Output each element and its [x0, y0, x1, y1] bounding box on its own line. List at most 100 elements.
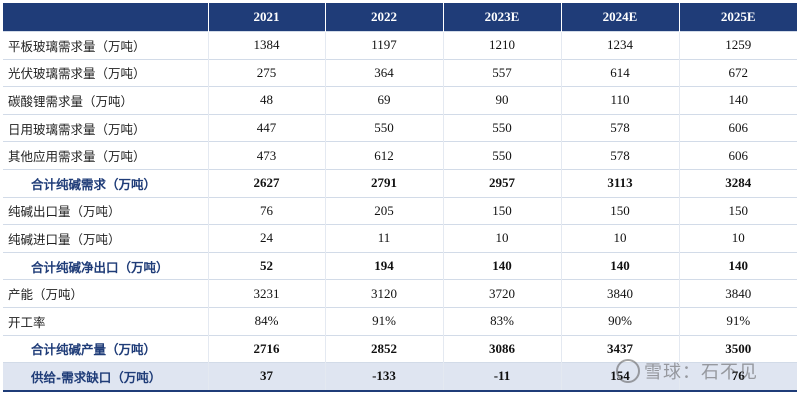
table-row: 合计纯碱净出口（万吨） 52 194 140 140 140	[3, 251, 797, 280]
table-cell: 275	[207, 58, 325, 87]
table-cell: 205	[324, 196, 443, 225]
table-cell: 578	[560, 113, 679, 142]
table-cell: 1234	[560, 31, 679, 60]
table-cell: 10	[678, 224, 797, 253]
watermark-text: 雪球：石不见	[644, 362, 758, 383]
table-cell: 76	[678, 362, 797, 392]
table-cell: 90%	[560, 306, 679, 336]
table-cell: -11	[442, 362, 561, 392]
table-row: 合计纯碱需求（万吨） 2627 2791 2957 3113 3284	[3, 168, 797, 198]
table-cell: 140	[560, 251, 679, 280]
table-row: 平板玻璃需求量（万吨） 1384 1197 1210 1234 1259	[3, 31, 797, 60]
table-row: 纯碱出口量（万吨） 76 205 150 150 150	[3, 196, 797, 225]
row-label: 合计纯碱产量（万吨）	[3, 334, 208, 363]
table-cell: 672	[678, 58, 797, 87]
table-cell: 557	[442, 58, 561, 87]
table-cell: 3437	[560, 334, 679, 363]
table-cell: 1210	[442, 31, 561, 60]
watermark: 雪球：石不见	[616, 358, 758, 385]
header-cell-2021: 2021	[207, 3, 325, 32]
row-label: 产能（万吨）	[3, 279, 208, 308]
table-cell: 194	[324, 251, 443, 280]
header-cell-label	[3, 3, 208, 32]
table-row: 开工率 84% 91% 83% 90% 91%	[3, 306, 797, 336]
table-cell: 447	[207, 113, 325, 142]
table-cell: 1384	[207, 31, 325, 60]
table-cell: 140	[678, 86, 797, 115]
table-cell: 24	[207, 224, 325, 253]
table-cell: 1259	[678, 31, 797, 60]
table-cell: 3120	[324, 279, 443, 308]
table-cell: 1197	[324, 31, 443, 60]
table-cell: 11	[324, 224, 443, 253]
table-row: 日用玻璃需求量（万吨） 447 550 550 578 606	[3, 113, 797, 142]
table-cell: 52	[207, 251, 325, 280]
row-label: 纯碱出口量（万吨）	[3, 196, 208, 225]
table-cell: 10	[560, 224, 679, 253]
table-row: 合计纯碱产量（万吨） 2716 2852 3086 3437 3500	[3, 334, 797, 363]
row-label: 合计纯碱需求（万吨）	[3, 168, 208, 198]
table-cell: 2791	[324, 168, 443, 198]
table-cell: -133	[324, 362, 443, 392]
table-cell: 140	[442, 251, 561, 280]
table-cell: 150	[678, 196, 797, 225]
table-cell: 606	[678, 141, 797, 170]
row-label: 其他应用需求量（万吨）	[3, 141, 208, 170]
table-cell: 3231	[207, 279, 325, 308]
table-cell: 69	[324, 86, 443, 115]
table-cell: 2627	[207, 168, 325, 198]
table-cell: 140	[678, 251, 797, 280]
table-cell: 2957	[442, 168, 561, 198]
table-cell: 606	[678, 113, 797, 142]
table-cell: 3284	[678, 168, 797, 198]
table-cell: 91%	[324, 306, 443, 336]
snowball-logo-icon	[616, 359, 640, 383]
table-cell: 110	[560, 86, 679, 115]
table-cell: 90	[442, 86, 561, 115]
table-cell: 37	[207, 362, 325, 392]
table-row: 其他应用需求量（万吨） 473 612 550 578 606	[3, 141, 797, 170]
row-label: 碳酸锂需求量（万吨）	[3, 86, 208, 115]
header-cell-2025e: 2025E	[678, 3, 797, 32]
table-cell: 2852	[324, 334, 443, 363]
table-cell: 614	[560, 58, 679, 87]
data-table: 2021 2022 2023E 2024E 2025E 平板玻璃需求量（万吨） 1…	[3, 3, 797, 392]
table-body: 平板玻璃需求量（万吨） 1384 1197 1210 1234 1259 光伏玻璃需求量（万…	[3, 31, 797, 392]
table-cell: 3086	[442, 334, 561, 363]
table-cell: 578	[560, 141, 679, 170]
table-cell: 3720	[442, 279, 561, 308]
row-label: 供给-需求缺口（万吨）	[3, 362, 208, 392]
table-cell: 3840	[678, 279, 797, 308]
table-cell: 550	[442, 113, 561, 142]
table-cell: 84%	[207, 306, 325, 336]
header-row: 2021 2022 2023E 2024E 2025E	[3, 3, 797, 32]
table-cell: 2716	[207, 334, 325, 363]
table-cell: 83%	[442, 306, 561, 336]
table-cell: 550	[442, 141, 561, 170]
table-row: 产能（万吨） 3231 3120 3720 3840 3840	[3, 279, 797, 308]
table-cell: 150	[442, 196, 561, 225]
table-cell: 473	[207, 141, 325, 170]
table-cell: 550	[324, 113, 443, 142]
table-cell: 364	[324, 58, 443, 87]
table-cell: 10	[442, 224, 561, 253]
row-label: 开工率	[3, 306, 208, 336]
header-cell-2022: 2022	[324, 3, 443, 32]
row-label: 光伏玻璃需求量（万吨）	[3, 58, 208, 87]
header-cell-2023e: 2023E	[442, 3, 561, 32]
table-cell: 76	[207, 196, 325, 225]
table-row: 碳酸锂需求量（万吨） 48 69 90 110 140	[3, 86, 797, 115]
table-cell: 150	[560, 196, 679, 225]
table-cell: 48	[207, 86, 325, 115]
row-label: 合计纯碱净出口（万吨）	[3, 251, 208, 280]
table-row: 纯碱进口量（万吨） 24 11 10 10 10	[3, 224, 797, 253]
row-label: 平板玻璃需求量（万吨）	[3, 31, 208, 60]
table-cell: 3840	[560, 279, 679, 308]
row-label: 纯碱进口量（万吨）	[3, 224, 208, 253]
row-label: 日用玻璃需求量（万吨）	[3, 113, 208, 142]
table-cell: 91%	[678, 306, 797, 336]
table-cell: 612	[324, 141, 443, 170]
table-cell: 3113	[560, 168, 679, 198]
table-cell: 3500	[678, 334, 797, 363]
header-cell-2024e: 2024E	[560, 3, 679, 32]
